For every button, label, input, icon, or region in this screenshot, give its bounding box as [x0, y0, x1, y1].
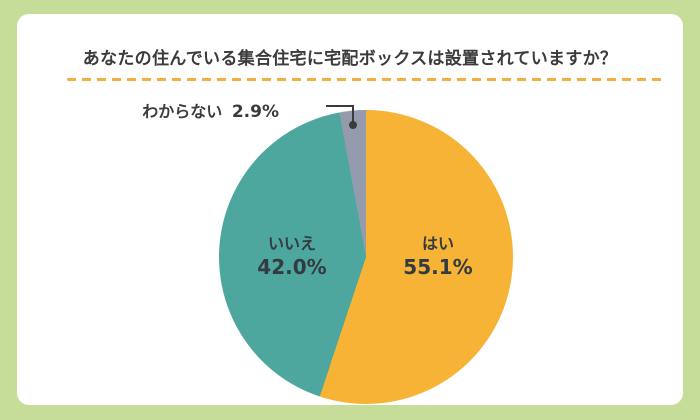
callout-label-dontknow: わからない 2.9%: [142, 98, 279, 122]
slice-no-name: いいえ: [267, 234, 317, 253]
callout-leader-line-horizontal: [326, 105, 354, 107]
pie-chart: [219, 110, 513, 404]
slice-dontknow-name: わからない: [142, 102, 223, 121]
callout-anchor-dot-icon: [349, 121, 357, 129]
chart-question-title: あなたの住んでいる集合住宅に宅配ボックスは設置されていますか？: [82, 49, 618, 69]
slice-label-no: いいえ 42.0%: [257, 233, 326, 279]
callout-leader-line-vertical: [352, 105, 354, 123]
slice-yes-name: はい: [421, 234, 455, 253]
card: あなたの住んでいる集合住宅に宅配ボックスは設置されていますか？ はい 55.1%…: [17, 14, 683, 405]
slice-yes-percent: 55.1%: [403, 254, 473, 279]
dashed-divider: [67, 78, 665, 81]
slice-dontknow-percent: 2.9%: [231, 102, 279, 122]
slice-no-percent: 42.0%: [257, 254, 327, 279]
slice-label-yes: はい 55.1%: [403, 233, 472, 279]
